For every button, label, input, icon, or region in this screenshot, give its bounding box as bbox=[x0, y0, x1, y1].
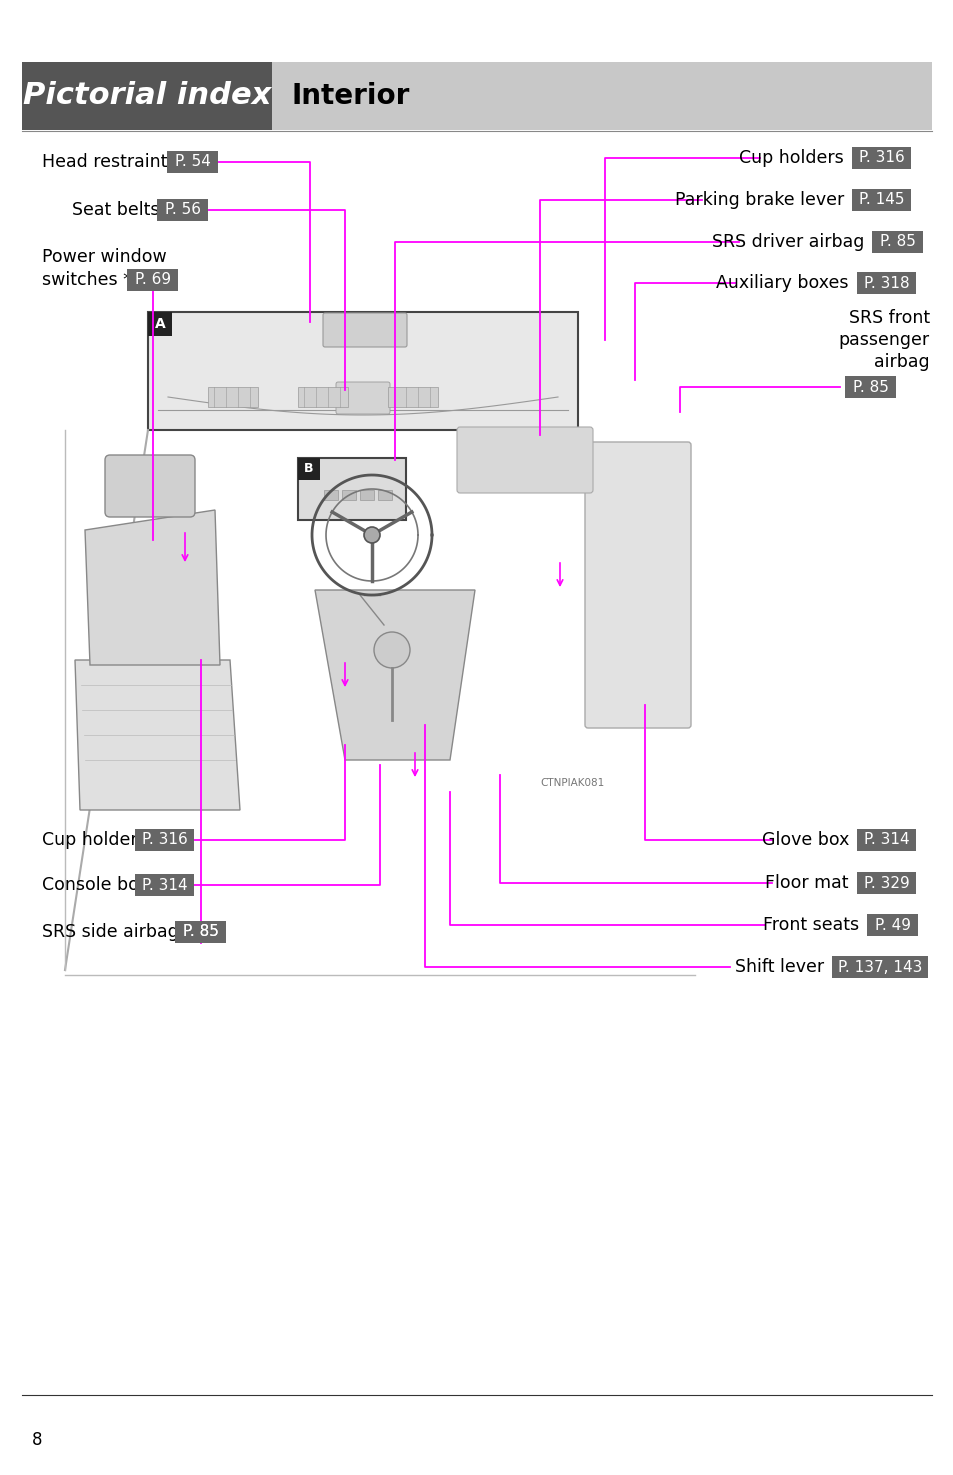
Bar bbox=[297, 386, 348, 407]
FancyBboxPatch shape bbox=[866, 914, 918, 937]
Text: B: B bbox=[304, 463, 314, 475]
Text: Front seats: Front seats bbox=[762, 916, 858, 934]
Text: P. 85: P. 85 bbox=[183, 925, 218, 940]
Text: Cup holders: Cup holders bbox=[42, 830, 147, 850]
Text: Floor mat: Floor mat bbox=[764, 875, 848, 892]
Text: P. 85: P. 85 bbox=[879, 235, 915, 249]
FancyBboxPatch shape bbox=[157, 199, 209, 221]
FancyBboxPatch shape bbox=[856, 872, 915, 894]
Text: P. 85: P. 85 bbox=[183, 925, 218, 940]
Text: Power window: Power window bbox=[42, 248, 167, 266]
Text: P. 54: P. 54 bbox=[174, 155, 211, 170]
Text: P. 316: P. 316 bbox=[141, 832, 187, 848]
Text: Glove box: Glove box bbox=[760, 830, 848, 850]
Text: P. 56: P. 56 bbox=[165, 202, 200, 217]
Bar bbox=[388, 386, 437, 407]
FancyBboxPatch shape bbox=[851, 189, 910, 211]
Text: Auxiliary boxes: Auxiliary boxes bbox=[716, 274, 848, 292]
FancyBboxPatch shape bbox=[135, 875, 193, 895]
Text: Console box: Console box bbox=[42, 876, 149, 894]
FancyBboxPatch shape bbox=[844, 376, 896, 398]
FancyBboxPatch shape bbox=[105, 454, 194, 518]
Bar bbox=[272, 62, 931, 130]
Circle shape bbox=[374, 631, 410, 668]
Bar bbox=[208, 386, 257, 407]
Text: P. 316: P. 316 bbox=[858, 150, 903, 165]
Text: Cup holders: Cup holders bbox=[739, 149, 843, 167]
Text: airbag: airbag bbox=[874, 353, 929, 372]
Bar bbox=[148, 313, 172, 336]
Bar bbox=[377, 490, 392, 500]
Text: P. 314: P. 314 bbox=[142, 878, 187, 892]
Text: switches *: switches * bbox=[42, 271, 132, 289]
Text: passenger: passenger bbox=[838, 330, 929, 350]
Circle shape bbox=[364, 527, 379, 543]
Text: A: A bbox=[154, 317, 165, 330]
Bar bbox=[148, 313, 578, 431]
Text: P. 85: P. 85 bbox=[852, 379, 888, 394]
FancyBboxPatch shape bbox=[851, 148, 910, 170]
Text: Head restraints: Head restraints bbox=[42, 153, 176, 171]
Text: P. 329: P. 329 bbox=[862, 876, 908, 891]
Polygon shape bbox=[85, 510, 220, 665]
Text: SRS front: SRS front bbox=[848, 308, 929, 327]
FancyBboxPatch shape bbox=[856, 829, 915, 851]
Bar bbox=[297, 459, 406, 521]
Bar bbox=[359, 490, 374, 500]
Text: P. 137, 143: P. 137, 143 bbox=[837, 960, 922, 975]
Text: Shift lever: Shift lever bbox=[734, 957, 823, 976]
FancyBboxPatch shape bbox=[323, 313, 407, 347]
FancyBboxPatch shape bbox=[871, 232, 923, 254]
FancyBboxPatch shape bbox=[174, 920, 226, 943]
FancyBboxPatch shape bbox=[856, 271, 915, 294]
FancyBboxPatch shape bbox=[456, 426, 593, 493]
Text: Interior: Interior bbox=[292, 83, 410, 111]
FancyBboxPatch shape bbox=[335, 382, 390, 414]
Polygon shape bbox=[314, 590, 475, 760]
Text: Parking brake lever: Parking brake lever bbox=[674, 190, 843, 209]
Text: P. 314: P. 314 bbox=[862, 832, 908, 848]
FancyBboxPatch shape bbox=[127, 268, 178, 291]
Bar bbox=[341, 490, 355, 500]
Bar bbox=[324, 490, 337, 500]
FancyBboxPatch shape bbox=[584, 442, 690, 729]
Text: P. 69: P. 69 bbox=[134, 273, 171, 288]
Text: Seat belts: Seat belts bbox=[71, 201, 159, 218]
Text: SRS side airbags: SRS side airbags bbox=[42, 923, 188, 941]
Text: P. 145: P. 145 bbox=[858, 193, 903, 208]
FancyBboxPatch shape bbox=[174, 920, 226, 943]
Text: CTNPIAK081: CTNPIAK081 bbox=[539, 777, 603, 788]
Text: Pictorial index: Pictorial index bbox=[23, 81, 271, 111]
FancyBboxPatch shape bbox=[831, 956, 927, 978]
Polygon shape bbox=[75, 659, 240, 810]
FancyBboxPatch shape bbox=[135, 829, 193, 851]
Bar bbox=[297, 459, 319, 479]
FancyBboxPatch shape bbox=[167, 150, 218, 173]
Bar bbox=[22, 62, 272, 130]
Text: SRS driver airbag: SRS driver airbag bbox=[711, 233, 863, 251]
Text: 8: 8 bbox=[32, 1431, 43, 1448]
Text: P. 318: P. 318 bbox=[862, 276, 908, 291]
Text: P. 49: P. 49 bbox=[874, 917, 910, 932]
